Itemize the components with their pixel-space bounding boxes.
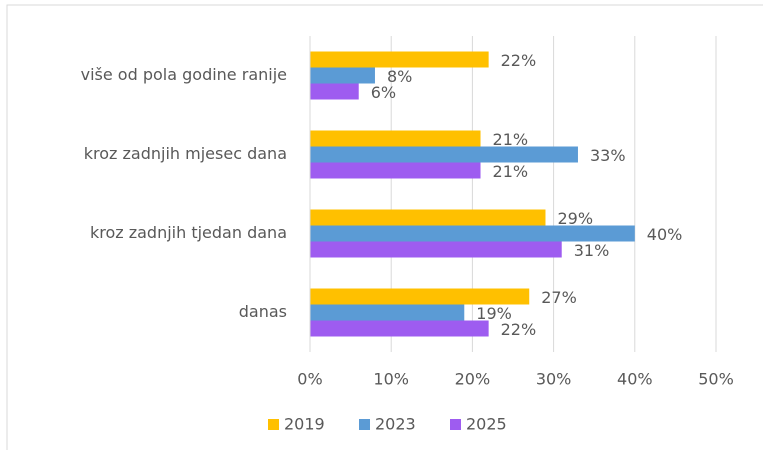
category-label: kroz zadnjih mjesec dana (84, 144, 287, 163)
value-label: 8% (387, 67, 412, 86)
x-tick-label: 40% (617, 370, 653, 389)
value-label: 22% (501, 51, 537, 70)
legend-label: 2023 (375, 415, 416, 434)
bar (310, 241, 562, 258)
legend-label: 2025 (466, 415, 507, 434)
bar (310, 67, 375, 84)
category-label: danas (239, 302, 287, 321)
legend-swatch (359, 419, 370, 430)
value-label: 29% (557, 209, 593, 228)
bar (310, 146, 578, 163)
bar (310, 83, 359, 100)
category-label: kroz zadnjih tjedan dana (90, 223, 287, 242)
x-tick-label: 0% (297, 370, 322, 389)
bar (310, 304, 465, 321)
value-label: 40% (647, 225, 683, 244)
bar (310, 130, 481, 147)
x-tick-label: 10% (373, 370, 409, 389)
bar (310, 51, 489, 68)
x-tick-label: 20% (455, 370, 491, 389)
value-label: 27% (541, 288, 577, 307)
legend-swatch (268, 419, 279, 430)
bar (310, 225, 635, 242)
bar (310, 288, 530, 305)
legend-label: 2019 (284, 415, 325, 434)
x-tick-label: 30% (536, 370, 572, 389)
value-label: 31% (574, 241, 610, 260)
value-label: 21% (493, 130, 529, 149)
bar (310, 162, 481, 179)
value-label: 21% (493, 162, 529, 181)
x-tick-label: 50% (698, 370, 734, 389)
legend-swatch (450, 419, 461, 430)
category-label: više od pola godine ranije (81, 65, 287, 84)
value-label: 6% (371, 83, 396, 102)
bar (310, 320, 489, 337)
value-label: 19% (476, 304, 512, 323)
value-label: 33% (590, 146, 626, 165)
value-label: 22% (501, 320, 537, 339)
bar (310, 209, 546, 226)
